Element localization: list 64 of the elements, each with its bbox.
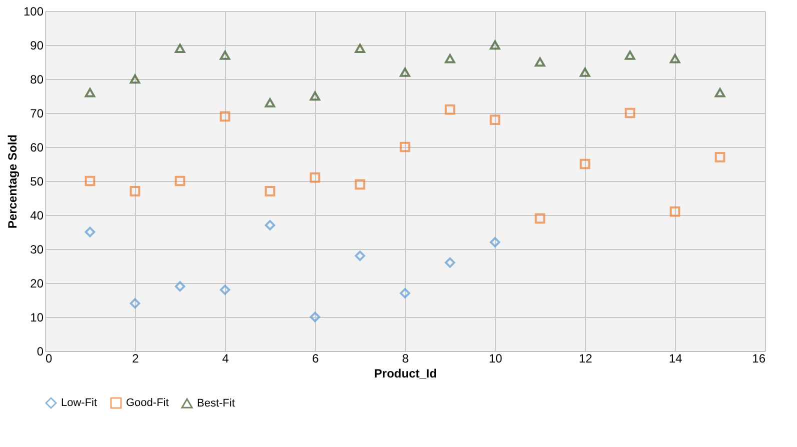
point	[220, 50, 230, 60]
point	[580, 158, 590, 170]
x-tick-label: 2	[132, 352, 140, 366]
point	[400, 142, 410, 152]
point	[490, 237, 500, 248]
point	[174, 176, 186, 186]
point	[264, 98, 276, 108]
point	[624, 50, 636, 60]
point	[534, 57, 546, 67]
point	[354, 250, 366, 261]
y-tick-label: 20	[30, 276, 44, 290]
x-tick-label: 10	[488, 352, 502, 366]
point	[444, 257, 456, 268]
point	[84, 88, 96, 98]
point	[130, 298, 140, 309]
x-tick-label: 4	[222, 352, 230, 366]
y-tick-label: 100	[23, 4, 44, 18]
legend-label: Good-Fit	[126, 397, 169, 409]
point	[174, 44, 186, 54]
y-tick-label: 10	[30, 310, 44, 324]
point	[310, 91, 320, 101]
point	[534, 213, 546, 224]
x-tick-label: 0	[46, 352, 52, 366]
point	[670, 54, 680, 64]
y-tick-label: 60	[30, 140, 44, 154]
point	[400, 68, 410, 77]
point	[130, 74, 140, 84]
point	[714, 152, 726, 162]
point	[624, 108, 636, 118]
point	[490, 114, 500, 125]
point	[580, 68, 590, 77]
point	[714, 88, 726, 98]
point	[220, 111, 230, 122]
y-tick-label: 50	[30, 174, 44, 188]
legend-label: Best-Fit	[197, 397, 235, 410]
point	[220, 284, 230, 295]
point	[310, 172, 320, 183]
x-tick-label: 8	[402, 352, 410, 366]
point	[310, 312, 320, 322]
point	[444, 54, 456, 64]
y-tick-label: 70	[30, 106, 44, 120]
point	[354, 44, 366, 54]
point	[490, 40, 500, 50]
point	[400, 288, 410, 298]
point	[264, 186, 276, 196]
point	[174, 281, 186, 292]
y-tick-label: 30	[30, 242, 44, 256]
point	[84, 176, 96, 186]
y-tick-label: 90	[30, 38, 44, 52]
y-tick-label: 40	[30, 208, 44, 222]
point	[670, 206, 680, 217]
legend-label: Low-Fit	[61, 397, 98, 409]
point	[354, 179, 366, 190]
y-tick-label: 80	[30, 72, 44, 86]
x-tick-label: 16	[752, 352, 766, 366]
x-tick-label: 6	[312, 352, 320, 366]
x-tick-label: 12	[578, 352, 592, 366]
point	[130, 186, 140, 196]
point	[264, 220, 276, 230]
y-axis-title: Percentage Sold	[5, 134, 20, 229]
x-axis-title: Product_Id	[374, 366, 437, 380]
x-tick-label: 14	[668, 352, 682, 366]
point	[444, 104, 456, 115]
point	[84, 226, 96, 238]
